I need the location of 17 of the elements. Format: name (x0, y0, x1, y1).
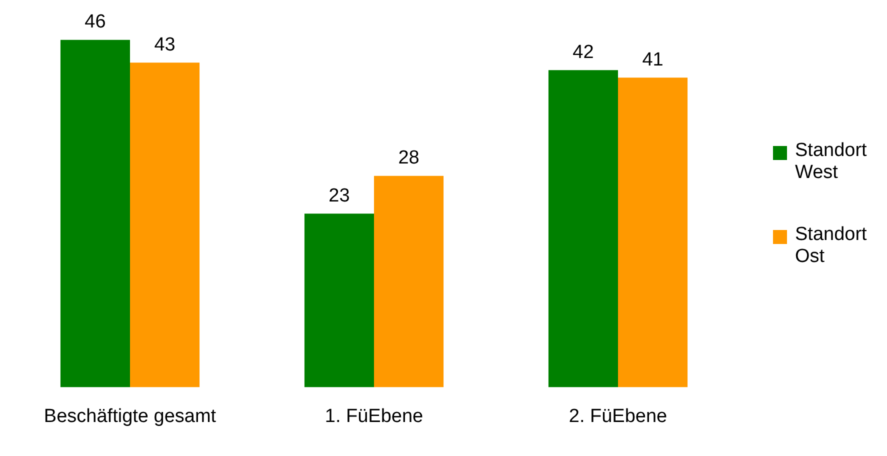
data-label: 42 (572, 42, 594, 63)
bar (60, 40, 130, 388)
data-label: 23 (328, 185, 350, 206)
data-label: 41 (642, 49, 664, 70)
bar (618, 78, 688, 388)
x-tick-label: 2. FüEbene (568, 406, 668, 427)
legend-label: Standort Ost (795, 224, 868, 268)
bar (548, 70, 618, 388)
bar (304, 214, 374, 388)
data-label: 28 (398, 148, 420, 169)
bar (374, 176, 444, 388)
data-label: 46 (84, 12, 106, 33)
x-tick-label: Beschäftigte gesamt (44, 406, 217, 427)
data-label: 43 (154, 34, 176, 56)
legend-label: Standort West (795, 140, 868, 184)
x-tick-label: 1. FüEbene (324, 406, 424, 427)
bar (130, 62, 200, 388)
